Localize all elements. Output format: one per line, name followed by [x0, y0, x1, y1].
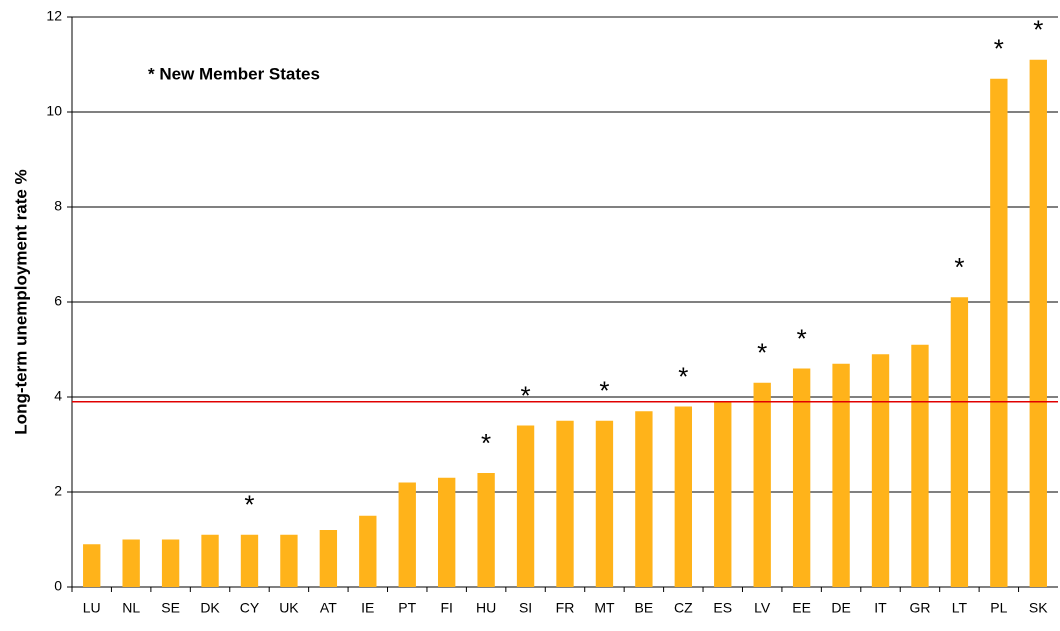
new-member-marker: *	[954, 252, 964, 282]
x-tick-label: AT	[320, 600, 337, 616]
y-tick-label: 10	[46, 103, 62, 119]
x-tick-label: UK	[279, 600, 299, 616]
bar	[753, 382, 771, 587]
bar	[556, 420, 574, 587]
new-member-marker: *	[244, 490, 254, 520]
bar	[714, 401, 732, 587]
bar	[477, 473, 495, 587]
bar	[792, 368, 811, 587]
bar	[832, 363, 850, 587]
x-tick-label: FI	[440, 600, 452, 616]
new-member-marker: *	[481, 428, 491, 458]
new-member-marker: *	[520, 380, 530, 410]
new-member-marker: *	[994, 34, 1004, 64]
x-tick-label: PT	[398, 600, 416, 616]
x-tick-label: DK	[200, 600, 220, 616]
new-member-marker: *	[797, 323, 807, 353]
bar	[595, 420, 614, 587]
x-tick-label: ES	[713, 600, 732, 616]
bar	[161, 539, 180, 587]
bar	[911, 344, 929, 587]
x-tick-label: LV	[754, 600, 771, 616]
x-tick-label: LT	[952, 600, 968, 616]
y-tick-label: 12	[46, 8, 62, 24]
bar	[1029, 59, 1047, 587]
bar	[280, 534, 298, 587]
bar	[635, 411, 653, 587]
y-tick-label: 2	[54, 483, 62, 499]
x-tick-label: PL	[990, 600, 1007, 616]
new-member-marker: *	[599, 376, 609, 406]
y-axis-label: Long-term unemployment rate %	[11, 169, 30, 434]
y-tick-label: 4	[54, 388, 62, 404]
bar	[516, 425, 535, 587]
bar	[990, 78, 1008, 587]
y-tick-label: 8	[54, 198, 62, 214]
x-tick-label: NL	[122, 600, 140, 616]
new-member-marker: *	[1033, 15, 1043, 45]
x-tick-label: IT	[874, 600, 887, 616]
x-tick-label: IE	[361, 600, 374, 616]
x-tick-label: EE	[792, 600, 811, 616]
x-tick-label: FR	[556, 600, 575, 616]
new-member-marker: *	[678, 361, 688, 391]
y-tick-label: 0	[54, 578, 62, 594]
bar	[398, 482, 416, 587]
x-tick-label: MT	[594, 600, 615, 616]
bar	[122, 539, 140, 587]
bar	[201, 534, 219, 587]
bar	[871, 354, 890, 587]
y-tick-label: 6	[54, 293, 62, 309]
bar	[674, 406, 692, 587]
x-tick-label: LU	[83, 600, 101, 616]
x-tick-label: SI	[519, 600, 532, 616]
x-tick-label: HU	[476, 600, 496, 616]
bar	[438, 477, 456, 587]
bar	[83, 544, 101, 587]
x-tick-label: GR	[909, 600, 930, 616]
x-tick-label: CY	[240, 600, 260, 616]
x-tick-label: BE	[635, 600, 654, 616]
x-tick-label: SK	[1029, 600, 1048, 616]
bar	[950, 297, 969, 587]
bar	[319, 530, 338, 587]
bar	[359, 515, 377, 587]
x-tick-label: CZ	[674, 600, 693, 616]
x-tick-label: DE	[831, 600, 850, 616]
annotation: * New Member States	[148, 64, 320, 83]
x-tick-label: SE	[161, 600, 180, 616]
new-member-marker: *	[757, 338, 767, 368]
bar	[240, 534, 259, 587]
